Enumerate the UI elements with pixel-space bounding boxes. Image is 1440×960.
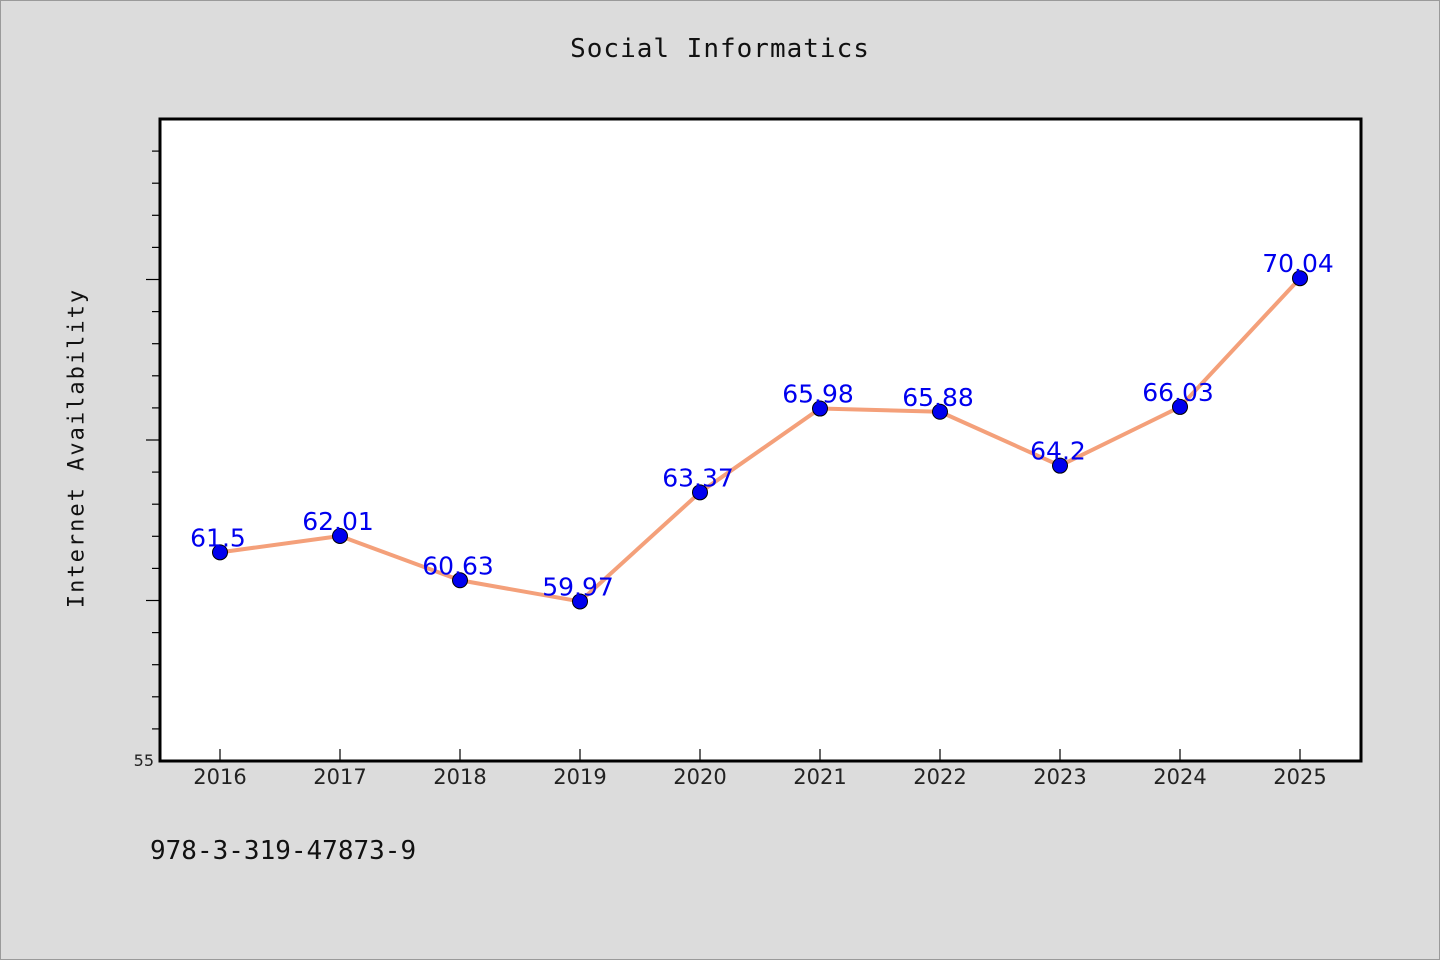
x-tick-label: 2019: [553, 765, 606, 789]
x-axis-ticks: 2016 2017 2018 2019 2020 2021 2022 2023 2024 2025: [193, 749, 1327, 789]
data-point: [692, 484, 708, 501]
x-tick-label: 2023: [1033, 765, 1086, 789]
plot-area: [158, 117, 1363, 763]
x-tick-label: 2020: [673, 765, 726, 789]
data-point: [812, 400, 828, 417]
series-line: [218, 276, 1302, 604]
x-tick-label: 2017: [313, 765, 366, 789]
data-point: [932, 403, 948, 420]
data-label: 62.01: [302, 507, 374, 536]
series-layer: [212, 270, 1308, 610]
data-label: 63.37: [662, 463, 734, 492]
data-label: 59.97: [542, 572, 614, 601]
data-point: [1172, 398, 1188, 415]
x-tick-label: 2018: [433, 765, 486, 789]
x-tick-label: 2025: [1273, 765, 1326, 789]
y-axis-ticks: 55: [134, 150, 160, 770]
data-label: 70.04: [1262, 249, 1334, 278]
data-label: 66.03: [1142, 378, 1214, 407]
data-label: 61.5: [190, 523, 246, 552]
x-tick-label: 2022: [913, 765, 966, 789]
data-point: [452, 572, 468, 589]
data-label: 65.98: [782, 380, 854, 409]
data-label: 65.88: [902, 383, 974, 412]
data-point: [572, 593, 588, 610]
data-labels: 61.5 62.01 60.63 59.97 63.37 65.98 65.88 64.2 66…: [190, 249, 1334, 601]
y-tick-label: 55: [134, 751, 154, 770]
data-point: [332, 527, 348, 544]
isbn-caption: 978-3-319-47873-9: [150, 836, 417, 866]
x-tick-label: 2021: [793, 765, 846, 789]
data-point: [212, 544, 228, 561]
chart-title: Social Informatics: [570, 34, 870, 64]
data-point: [1052, 457, 1068, 474]
data-point: [1292, 270, 1308, 287]
x-tick-label: 2024: [1153, 765, 1206, 789]
data-label: 60.63: [422, 551, 494, 580]
data-label: 64.2: [1030, 437, 1086, 466]
x-tick-label: 2016: [193, 765, 246, 789]
